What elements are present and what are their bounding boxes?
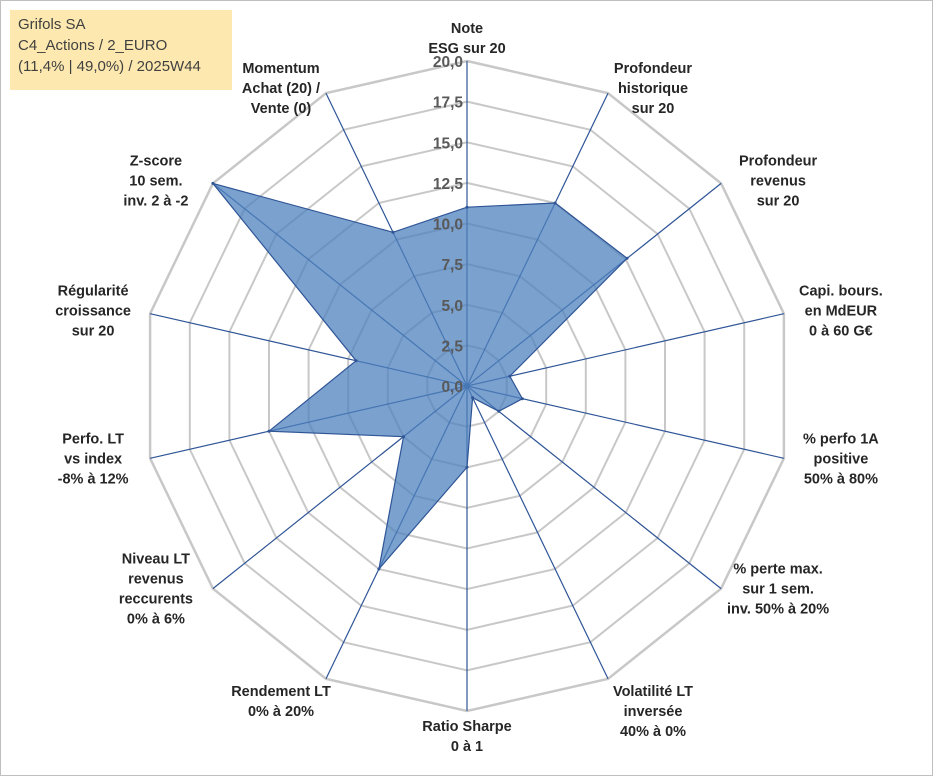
data-point (471, 396, 475, 400)
axis-label-9: Niveau LT revenus reccurents 0% à 6% (119, 552, 193, 628)
axis-label-line: Z-score (130, 153, 182, 169)
axis-label-10: Perfo. LT vs index -8% à 12% (58, 431, 129, 487)
axis-label-line: reccurents (119, 592, 193, 608)
axis-label-line: -8% à 12% (58, 471, 129, 487)
data-point (402, 435, 405, 439)
radial-tick-label: 15,0 (433, 135, 463, 152)
axis-label-line: sur 1 sem. (742, 582, 814, 598)
axis-label-line: Profondeur (739, 153, 817, 169)
axis-label-line: en MdEUR (805, 304, 878, 320)
axis-label-line: inv. 50% à 20% (727, 602, 829, 618)
axis-label-line: sur 20 (632, 101, 675, 117)
data-point (267, 429, 271, 433)
radial-tick-label: 10,0 (433, 217, 463, 234)
data-point (465, 465, 469, 469)
axis-label-line: % perte max. (733, 562, 822, 578)
score-period: (11,4% | 49,0%) / 2025W44 (18, 58, 201, 75)
axis-label-line: croissance (55, 304, 131, 320)
portfolio-category: C4_Actions / 2_EURO (18, 37, 168, 54)
data-point (354, 359, 358, 363)
axis-label-11: Régularité croissance sur 20 (55, 284, 131, 340)
data-point (508, 374, 512, 378)
radial-tick-label: 17,5 (433, 95, 464, 112)
data-point (465, 205, 469, 209)
data-point (391, 230, 395, 234)
axis-label-line: 50% à 80% (804, 471, 878, 487)
axis-label-line: sur 20 (72, 324, 115, 340)
axis-label-line: Volatilité LT (613, 684, 693, 700)
axis-label-line: 10 sem. (129, 173, 182, 189)
axis-spoke (466, 385, 722, 590)
axis-spoke (466, 385, 609, 680)
axis-label-line: Ratio Sharpe (422, 719, 511, 735)
axis-label-line: revenus (750, 173, 806, 189)
radial-tick-label: 12,5 (433, 176, 464, 193)
radial-tick-label: 5,0 (441, 298, 463, 315)
axis-label-2: Profondeur revenus sur 20 (739, 153, 817, 209)
axis-label-line: Momentum (242, 61, 319, 77)
radial-tick-label: 7,5 (441, 257, 463, 274)
axis-label-line: 0% à 6% (127, 612, 185, 628)
axis-label-line: historique (618, 81, 688, 97)
axis-label-line: 0% à 20% (248, 704, 314, 720)
axis-label-4: % perfo 1A positive 50% à 80% (803, 431, 879, 487)
axis-label-line: inversée (624, 704, 683, 720)
axis-label-line: Profondeur (614, 61, 692, 77)
axis-label-line: Achat (20) / (242, 81, 320, 97)
radial-tick-label: 2,5 (441, 338, 463, 355)
axis-label-1: Profondeur historique sur 20 (614, 61, 692, 117)
company-name: Grifols SA (18, 16, 86, 33)
axis-label-line: 0 à 60 G€ (809, 324, 873, 340)
axis-label-line: ESG sur 20 (428, 41, 505, 57)
axis-label-line: Note (451, 21, 483, 37)
chart-title-box: Grifols SA C4_Actions / 2_EURO (11,4% | … (10, 10, 232, 90)
axis-spoke (466, 313, 785, 387)
axis-label-line: Capi. bours. (799, 284, 883, 300)
axis-label-line: 40% à 0% (620, 724, 686, 740)
axis-label-line: Perfo. LT (62, 431, 124, 447)
radial-tick-label: 20,0 (433, 54, 463, 71)
axis-label-line: positive (814, 451, 869, 467)
axis-label-7: Ratio Sharpe 0 à 1 (422, 719, 511, 755)
data-point (520, 397, 524, 401)
axis-label-line: Niveau LT (122, 552, 190, 568)
data-point (625, 256, 629, 260)
data-point (497, 409, 501, 413)
axis-label-line: inv. 2 à -2 (123, 193, 188, 209)
radial-tick-label: 0,0 (441, 379, 463, 396)
axis-label-12: Z-score 10 sem. inv. 2 à -2 (123, 153, 188, 209)
axis-label-8: Rendement LT 0% à 20% (231, 684, 331, 720)
axis-label-13: Momentum Achat (20) / Vente (0) (242, 61, 320, 117)
data-point (553, 201, 557, 205)
axis-label-line: vs index (64, 451, 122, 467)
axis-label-5: % perte max. sur 1 sem. inv. 50% à 20% (727, 562, 829, 618)
axis-label-0: Note ESG sur 20 (428, 21, 505, 57)
axis-label-line: % perfo 1A (803, 431, 879, 447)
axis-label-line: revenus (128, 572, 184, 588)
axis-label-line: Vente (0) (251, 101, 312, 117)
axis-label-6: Volatilité LT inversée 40% à 0% (613, 684, 693, 740)
axis-label-line: 0 à 1 (451, 739, 483, 755)
axis-label-line: sur 20 (757, 193, 800, 209)
data-point (211, 181, 215, 185)
axis-label-line: Régularité (58, 284, 129, 300)
data-point (377, 567, 381, 571)
axis-label-line: Rendement LT (231, 684, 331, 700)
axis-label-3: Capi. bours. en MdEUR 0 à 60 G€ (799, 284, 883, 340)
